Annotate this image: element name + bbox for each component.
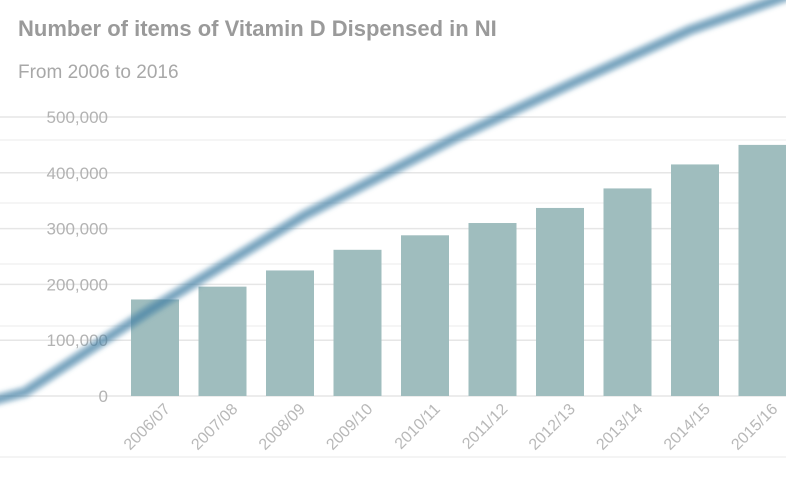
x-tick-label: 2012/13 (526, 401, 579, 454)
x-tick-label: 2010/11 (392, 401, 444, 453)
x-tick-label: 2009/10 (323, 401, 376, 454)
bars (131, 144, 786, 396)
bar-2014-15 (671, 164, 719, 396)
trend-overlay (0, 0, 786, 405)
y-tick-label: 300,000 (47, 220, 108, 239)
x-tick-label: 2007/08 (188, 401, 241, 454)
bar-2008-09 (266, 270, 314, 396)
x-tick-label: 2015/16 (728, 401, 781, 454)
trend-line (0, 0, 782, 401)
y-tick-label: 200,000 (47, 275, 108, 294)
bar-2009-10 (333, 249, 382, 396)
y-tick-label: 400,000 (47, 164, 108, 183)
x-axis-ticks: 2006/07 2007/08 2008/09 2009/10 2010/11 2011/… (121, 401, 781, 454)
y-tick-label: 500,000 (47, 108, 108, 127)
x-tick-label: 2006/07 (121, 401, 174, 454)
x-tick-label: 2008/09 (256, 401, 309, 454)
y-tick-label: 0 (99, 387, 108, 406)
bar-2015-16 (738, 144, 786, 396)
chart-title: Number of items of Vitamin D Dispensed i… (18, 16, 497, 41)
chart-subtitle: From 2006 to 2016 (18, 62, 179, 83)
bar-2012-13 (536, 207, 584, 396)
bar-2007-08 (198, 286, 247, 396)
bar-2013-14 (603, 188, 652, 396)
x-tick-label: 2011/12 (459, 401, 511, 453)
bar-2011-12 (468, 223, 517, 396)
x-tick-label: 2013/14 (593, 401, 646, 454)
bar-2010-11 (401, 235, 449, 396)
x-tick-label: 2014/15 (661, 401, 714, 454)
